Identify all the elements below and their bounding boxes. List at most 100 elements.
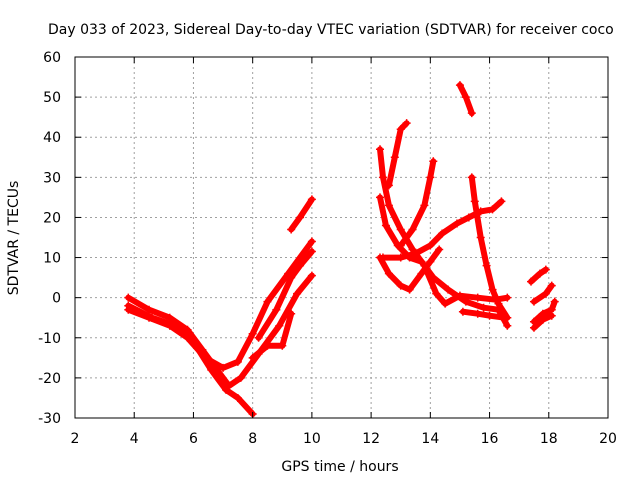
data-point-marker: [488, 205, 497, 214]
series-arc-18: [529, 297, 559, 326]
data-point-marker: [444, 285, 453, 294]
data-point-marker: [278, 341, 287, 350]
series-line: [288, 196, 315, 233]
data-point-marker: [470, 197, 479, 206]
data-point-marker: [500, 313, 509, 322]
data-point-marker: [458, 307, 467, 316]
data-point-marker: [479, 303, 488, 312]
y-tick-label: -20: [38, 371, 61, 387]
y-tick-label: 10: [43, 251, 61, 267]
data-point-marker: [541, 289, 550, 298]
chart-title: Day 033 of 2023, Sidereal Day-to-day VTE…: [48, 22, 614, 38]
data-point-marker: [307, 247, 316, 256]
data-point-marker: [402, 119, 411, 128]
data-point-marker: [429, 157, 438, 166]
data-point-marker: [488, 285, 497, 294]
data-point-marker: [384, 269, 393, 278]
data-point-marker: [396, 241, 405, 250]
data-point-marker: [541, 265, 550, 274]
series-line: [249, 310, 295, 361]
data-point-marker: [233, 393, 242, 402]
y-tick-label: 30: [43, 170, 61, 186]
x-tick-label: 20: [599, 431, 617, 447]
data-point-marker: [248, 353, 257, 362]
data-point-marker: [375, 253, 384, 262]
series-arc-16: [527, 265, 550, 286]
data-point-marker: [426, 173, 435, 182]
data-point-marker: [307, 271, 316, 280]
data-point-marker: [503, 321, 512, 330]
data-point-marker: [452, 219, 461, 228]
y-tick-label: -30: [38, 411, 61, 427]
data-point-marker: [272, 305, 281, 314]
data-point-marker: [219, 363, 228, 372]
data-point-marker: [547, 281, 556, 290]
data-point-marker: [494, 299, 503, 308]
series-arc-8: [375, 193, 512, 330]
series-line: [125, 238, 315, 371]
y-tick-label: 60: [43, 50, 61, 66]
y-tick-label: 50: [43, 90, 61, 106]
series-layer: [124, 81, 559, 418]
data-point-marker: [435, 245, 444, 254]
data-point-marker: [124, 293, 133, 302]
y-tick-label: 20: [43, 210, 61, 226]
data-point-marker: [455, 81, 464, 90]
data-point-marker: [529, 297, 538, 306]
data-point-marker: [381, 221, 390, 230]
x-tick-label: 6: [189, 431, 198, 447]
series-arc-19: [529, 311, 556, 332]
x-axis-label: GPS time / hours: [281, 459, 398, 475]
data-point-marker: [405, 285, 414, 294]
grid-layer: [75, 57, 608, 418]
data-point-marker: [420, 201, 429, 210]
data-point-marker: [296, 261, 305, 270]
x-tick-label: 10: [303, 431, 321, 447]
y-tick-label: 40: [43, 130, 61, 146]
data-point-marker: [287, 273, 296, 282]
data-point-marker: [417, 269, 426, 278]
data-point-marker: [396, 225, 405, 234]
data-point-marker: [275, 321, 284, 330]
y-tick-label: 0: [52, 291, 61, 307]
x-tick-label: 16: [481, 431, 499, 447]
y-tick-label: -10: [38, 331, 61, 347]
series-arc-17: [529, 281, 556, 306]
ticks-layer: 2 4 6 8 10 12 14 16 18 20 -30 -20 -10 0 10 20 30 40 50 60: [38, 50, 617, 447]
series-line: [380, 198, 505, 261]
data-point-marker: [476, 233, 485, 242]
series-arc-11: [384, 119, 411, 190]
data-point-marker: [307, 237, 316, 246]
data-point-marker: [441, 299, 450, 308]
data-point-marker: [426, 241, 435, 250]
data-point-marker: [287, 309, 296, 318]
data-point-marker: [426, 257, 435, 266]
data-point-marker: [263, 297, 272, 306]
data-point-marker: [189, 337, 198, 346]
data-point-marker: [464, 213, 473, 222]
data-point-marker: [429, 273, 438, 282]
data-point-marker: [236, 373, 245, 382]
data-point-marker: [124, 301, 133, 310]
data-point-marker: [473, 309, 482, 318]
series-arc-4: [248, 309, 296, 362]
data-point-marker: [538, 315, 547, 324]
series-line: [459, 308, 508, 321]
data-point-marker: [207, 365, 216, 374]
x-tick-label: 18: [540, 431, 558, 447]
data-point-marker: [390, 153, 399, 162]
data-point-marker: [467, 173, 476, 182]
data-point-marker: [467, 109, 476, 118]
series-arc-13: [455, 81, 476, 118]
series-arc-6: [287, 195, 316, 234]
data-point-marker: [171, 321, 180, 330]
data-point-marker: [287, 225, 296, 234]
series-line: [385, 120, 410, 189]
data-point-marker: [145, 305, 154, 314]
data-point-marker: [293, 289, 302, 298]
data-point-marker: [375, 145, 384, 154]
data-point-marker: [222, 385, 231, 394]
data-point-marker: [482, 261, 491, 270]
data-point-marker: [375, 193, 384, 202]
x-tick-label: 14: [421, 431, 439, 447]
